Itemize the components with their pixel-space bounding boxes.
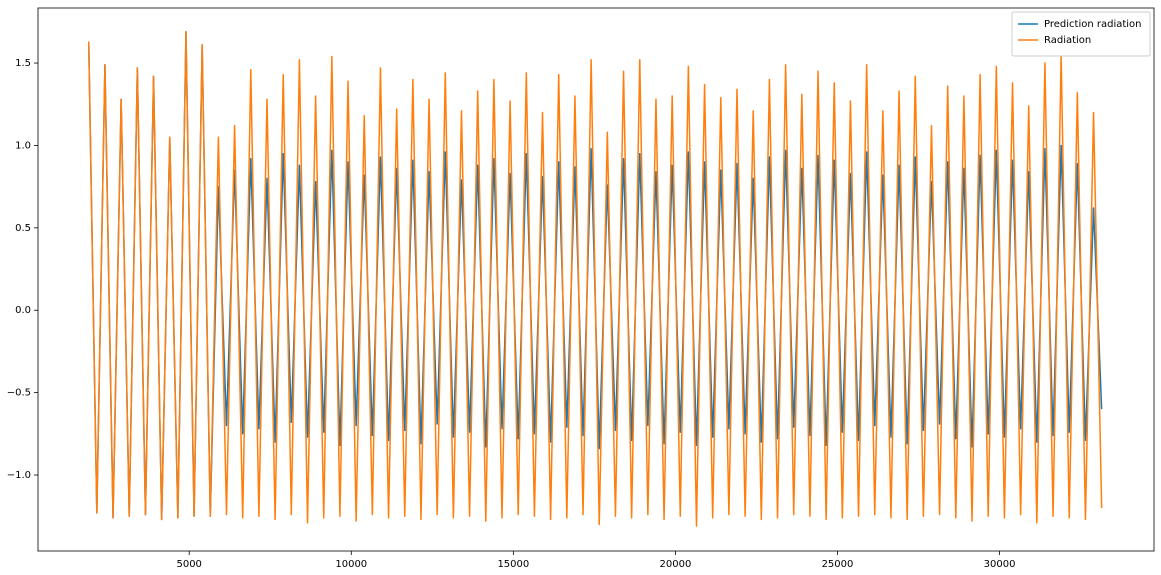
plot-frame (37, 7, 1155, 552)
x-tick-label: 20000 (660, 559, 692, 570)
series-line (87, 30, 1103, 527)
x-tick-label: 10000 (335, 559, 367, 570)
y-tick-label: 0.5 (15, 223, 31, 234)
x-tick-label: 30000 (984, 559, 1016, 570)
legend-box (1011, 11, 1151, 57)
x-tick-label: 25000 (822, 559, 854, 570)
y-tick-label: 1.0 (15, 140, 31, 151)
y-tick-label: 0.0 (15, 305, 31, 316)
x-tick-label: 15000 (497, 559, 529, 570)
legend-label: Radiation (1044, 35, 1091, 46)
y-tick-label: 1.5 (15, 58, 31, 69)
x-tick-label: 5000 (176, 559, 201, 570)
y-tick-label: −0.5 (7, 388, 31, 399)
y-tick-label: −1.0 (7, 470, 31, 481)
legend-label: Prediction radiation (1044, 19, 1142, 30)
